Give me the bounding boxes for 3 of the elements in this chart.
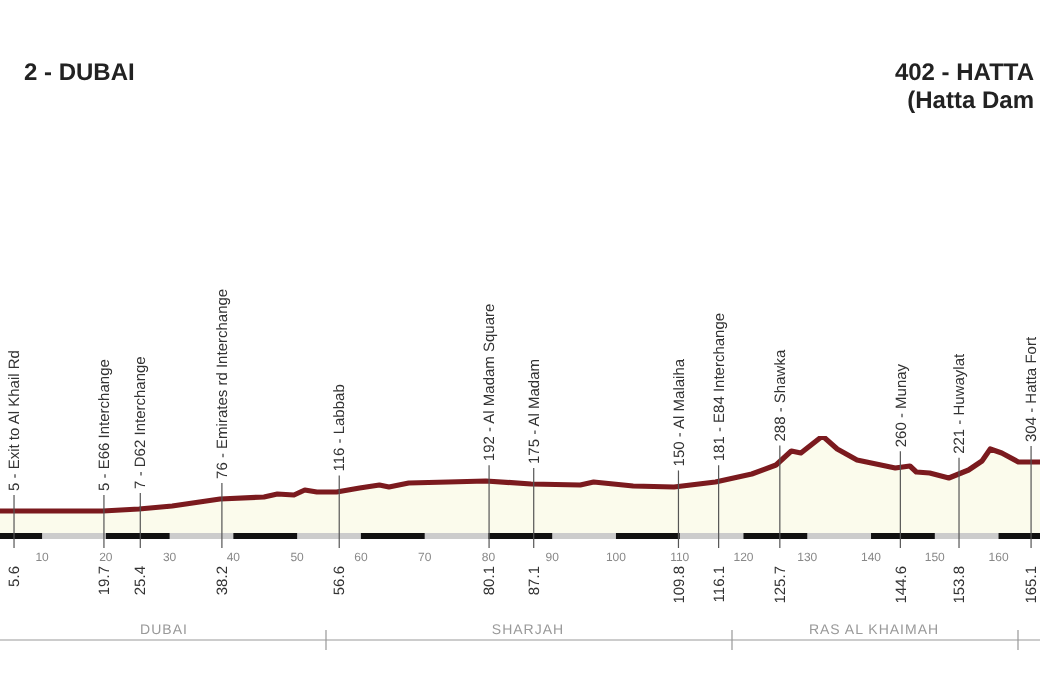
text: 2 - DUBAI: [24, 58, 135, 86]
text: 402 - HATTA: [894, 58, 1035, 86]
text: (Hatta Dam: [907, 86, 1034, 114]
